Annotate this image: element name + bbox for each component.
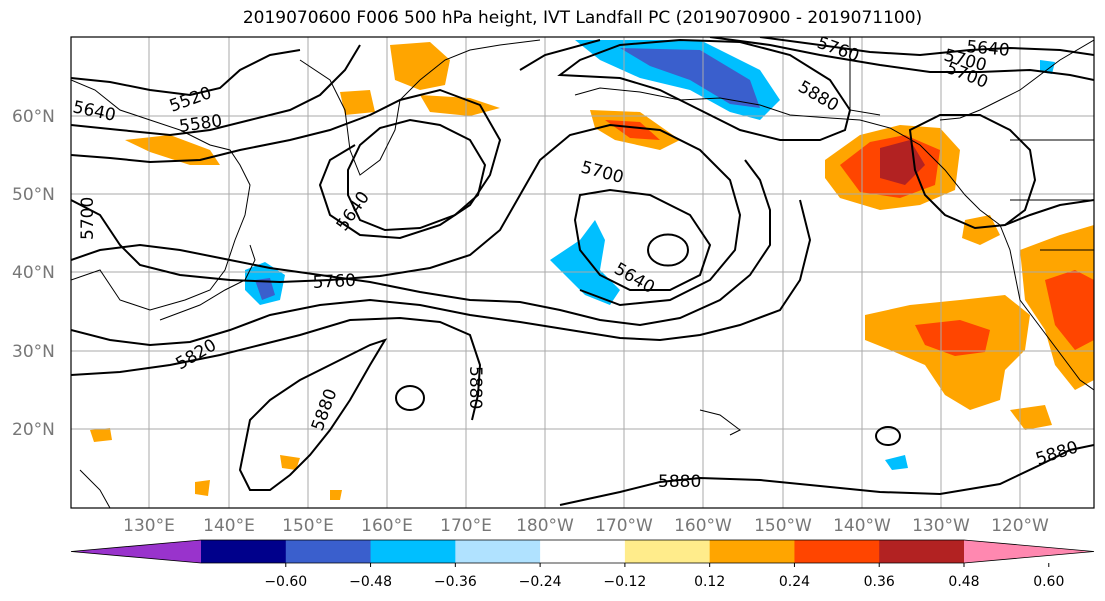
colorbar-segment <box>794 540 880 563</box>
lat-label: 20°N <box>12 420 55 440</box>
colorbar <box>70 539 1095 564</box>
colorbar-tick-label: −0.48 <box>349 574 392 590</box>
colorbar-ticks: −0.60 −0.48 −0.36 −0.24 −0.12 0.12 0.24 0.36 0.4… <box>264 563 1064 590</box>
contour-label: 5640 <box>966 37 1011 61</box>
lon-label: 180°W <box>516 516 574 536</box>
lon-label: 160°W <box>674 516 732 536</box>
colorbar-segment <box>370 540 456 563</box>
graticule <box>71 37 1094 508</box>
colorbar-tick-label: 0.60 <box>1033 574 1064 590</box>
lon-label: 140°W <box>833 516 891 536</box>
colorbar-segment <box>201 540 287 563</box>
colorbar-segment <box>540 540 626 563</box>
contour-label: 5700 <box>78 197 98 240</box>
lon-label: 130°E <box>123 516 175 536</box>
lon-label: 170°W <box>595 516 653 536</box>
colorbar-tick-label: −0.60 <box>264 574 307 590</box>
contour-label: 5760 <box>312 271 356 293</box>
contour-label: 5880 <box>465 366 485 409</box>
colorbar-extension-low <box>71 540 201 563</box>
colorbar-tick-label: 0.36 <box>864 574 895 590</box>
colorbar-tick-label: −0.24 <box>519 574 562 590</box>
height-contours <box>71 37 1094 506</box>
map-border <box>70 36 1095 509</box>
lon-label: 160°E <box>361 516 413 536</box>
latitude-labels: 60°N 50°N 40°N 30°N 20°N <box>12 107 55 440</box>
colorbar-segment <box>285 540 372 563</box>
colorbar-tick-label: 0.12 <box>694 574 725 590</box>
colorbar-outline <box>70 539 1095 564</box>
longitude-labels: 130°E 140°E 150°E 160°E 170°E 180°W 170°… <box>123 516 1049 536</box>
colorbar-tick-label: 0.48 <box>948 574 979 590</box>
lon-label: 140°E <box>203 516 255 536</box>
colorbar-tick-label: 0.24 <box>779 574 810 590</box>
lon-label: 130°W <box>912 516 970 536</box>
colorbar-segment <box>709 540 795 563</box>
coastlines <box>71 37 1094 508</box>
lon-label: 150°W <box>754 516 812 536</box>
lon-label: 120°W <box>991 516 1049 536</box>
colorbar-segment <box>624 540 711 563</box>
lon-label: 170°E <box>440 516 492 536</box>
colorbar-tick-label: −0.36 <box>434 574 477 590</box>
colorbar-segment <box>455 540 541 563</box>
colorbar-extension-high <box>964 540 1094 563</box>
ivt-shading <box>90 40 1094 500</box>
lat-label: 50°N <box>12 185 55 205</box>
colorbar-tick-label: −0.12 <box>603 574 646 590</box>
colorbar-segment <box>879 540 965 563</box>
contour-label: 5880 <box>658 472 701 492</box>
lat-label: 60°N <box>12 107 55 127</box>
lat-label: 30°N <box>12 342 55 362</box>
map-title: 2019070600 F006 500 hPa height, IVT Land… <box>242 8 923 28</box>
lat-label: 40°N <box>12 263 55 283</box>
lon-label: 150°E <box>282 516 334 536</box>
